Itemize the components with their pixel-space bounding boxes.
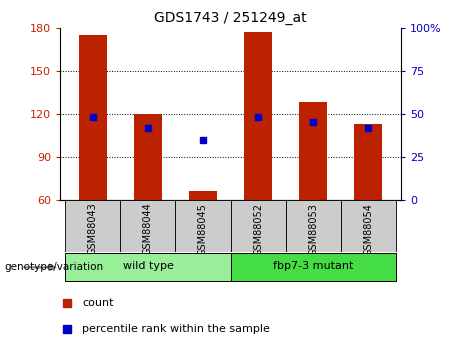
Text: genotype/variation: genotype/variation — [5, 263, 104, 272]
Bar — [285, 200, 341, 252]
Text: GSM88052: GSM88052 — [253, 203, 263, 256]
Bar — [299, 102, 327, 200]
Bar — [176, 200, 230, 252]
Text: count: count — [82, 298, 113, 308]
Bar — [230, 200, 285, 252]
Bar — [244, 32, 272, 200]
Bar — [341, 200, 396, 252]
Text: GSM88053: GSM88053 — [308, 203, 318, 256]
Bar — [189, 191, 217, 200]
Bar — [230, 253, 396, 282]
Text: GSM88043: GSM88043 — [88, 203, 98, 255]
Bar — [120, 200, 176, 252]
Bar — [134, 114, 162, 200]
Text: wild type: wild type — [123, 261, 173, 271]
Bar — [79, 35, 106, 200]
Text: fbp7-3 mutant: fbp7-3 mutant — [273, 261, 353, 271]
Text: GSM88045: GSM88045 — [198, 203, 208, 256]
Text: percentile rank within the sample: percentile rank within the sample — [82, 324, 270, 334]
Text: GSM88054: GSM88054 — [363, 203, 373, 256]
Bar — [65, 253, 230, 282]
Bar — [355, 124, 382, 200]
Title: GDS1743 / 251249_at: GDS1743 / 251249_at — [154, 11, 307, 25]
Text: GSM88044: GSM88044 — [143, 203, 153, 255]
Bar — [65, 200, 120, 252]
